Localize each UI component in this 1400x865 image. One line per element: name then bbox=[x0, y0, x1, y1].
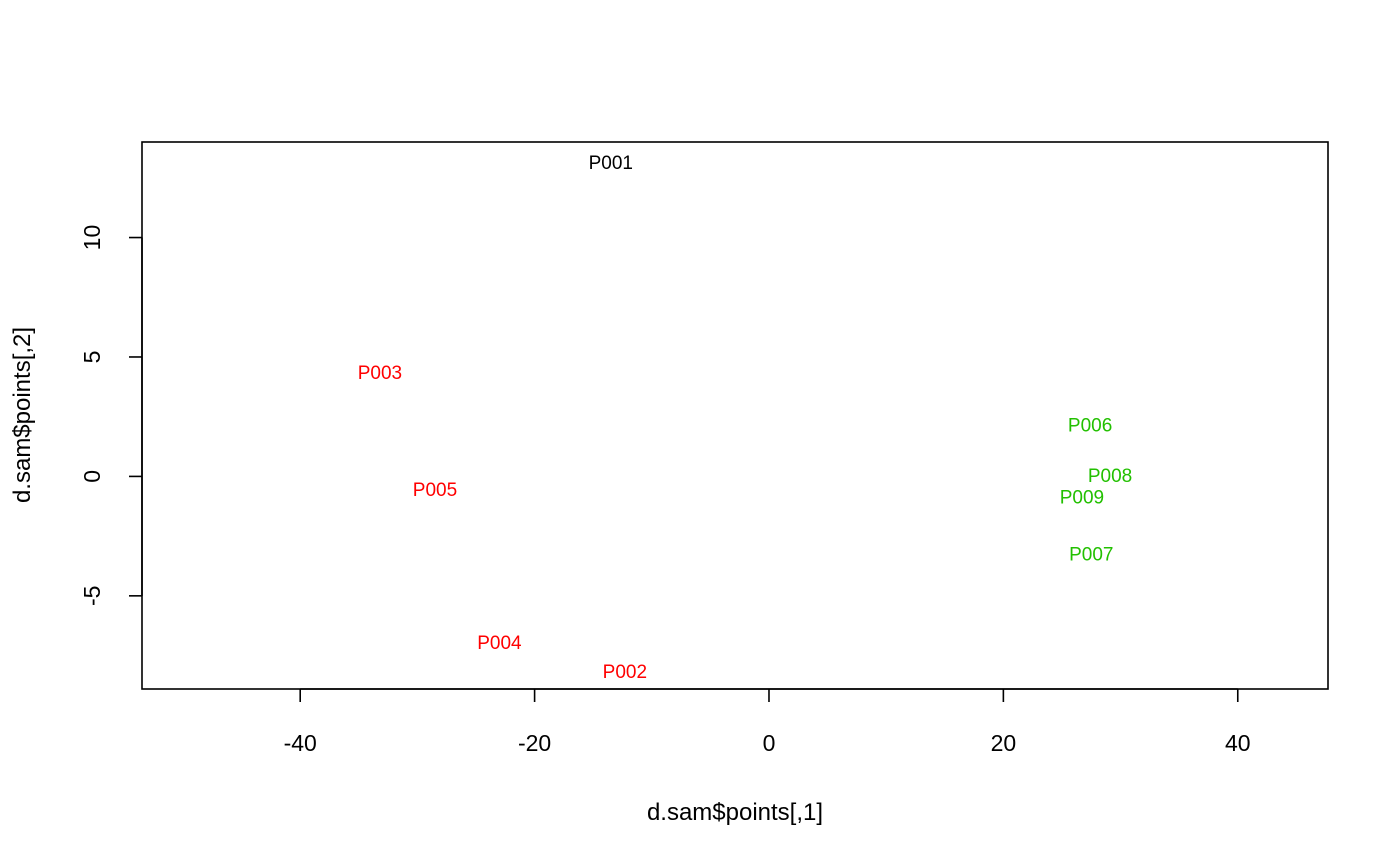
x-tick-label: 40 bbox=[1225, 730, 1251, 756]
x-axis-title: d.sam$points[,1] bbox=[647, 799, 823, 826]
point-label-p001: P001 bbox=[589, 153, 633, 174]
x-axis: -40 -20 0 20 40 bbox=[284, 688, 1251, 756]
y-tick-label: 5 bbox=[79, 351, 105, 364]
point-label-p003: P003 bbox=[358, 363, 402, 384]
y-axis: -5 0 5 10 bbox=[79, 225, 143, 606]
x-tick-label: 20 bbox=[991, 730, 1017, 756]
point-label-p007: P007 bbox=[1069, 545, 1113, 566]
y-axis-title: d.sam$points[,2] bbox=[9, 327, 36, 503]
point-label-p005: P005 bbox=[413, 480, 457, 501]
point-label-p008: P008 bbox=[1088, 466, 1132, 487]
x-tick-label: 0 bbox=[763, 730, 776, 756]
x-tick-label: -40 bbox=[284, 730, 317, 756]
point-label-p009: P009 bbox=[1060, 487, 1104, 508]
y-tick-label: 0 bbox=[79, 470, 105, 483]
y-tick-label: -5 bbox=[79, 586, 105, 606]
plot-frame bbox=[141, 141, 1329, 690]
point-label-p006: P006 bbox=[1068, 416, 1112, 437]
point-label-p004: P004 bbox=[477, 633, 522, 654]
x-tick-label: -20 bbox=[518, 730, 551, 756]
y-tick-label: 10 bbox=[79, 225, 105, 251]
point-label-p002: P002 bbox=[603, 662, 647, 683]
